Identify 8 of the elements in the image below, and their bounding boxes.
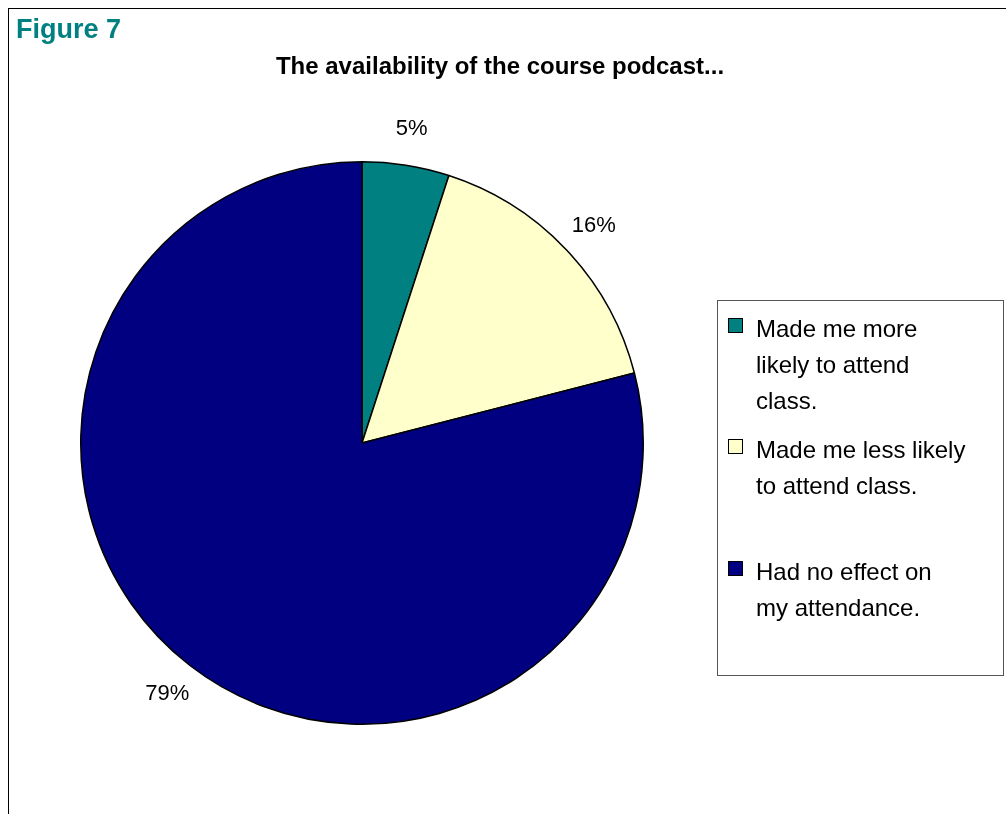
chart-title: The availability of the course podcast...	[274, 52, 726, 80]
data-label: 16%	[571, 211, 616, 237]
data-label: 79%	[145, 680, 190, 706]
data-label: 5%	[395, 115, 428, 141]
legend-label: Had no effect on my attendance.	[756, 556, 933, 623]
caption: Figure 7	[16, 14, 122, 45]
legend-label: Made me more likely to attend class.	[756, 314, 919, 416]
legend-label: Made me less likely to attend class.	[756, 435, 967, 502]
